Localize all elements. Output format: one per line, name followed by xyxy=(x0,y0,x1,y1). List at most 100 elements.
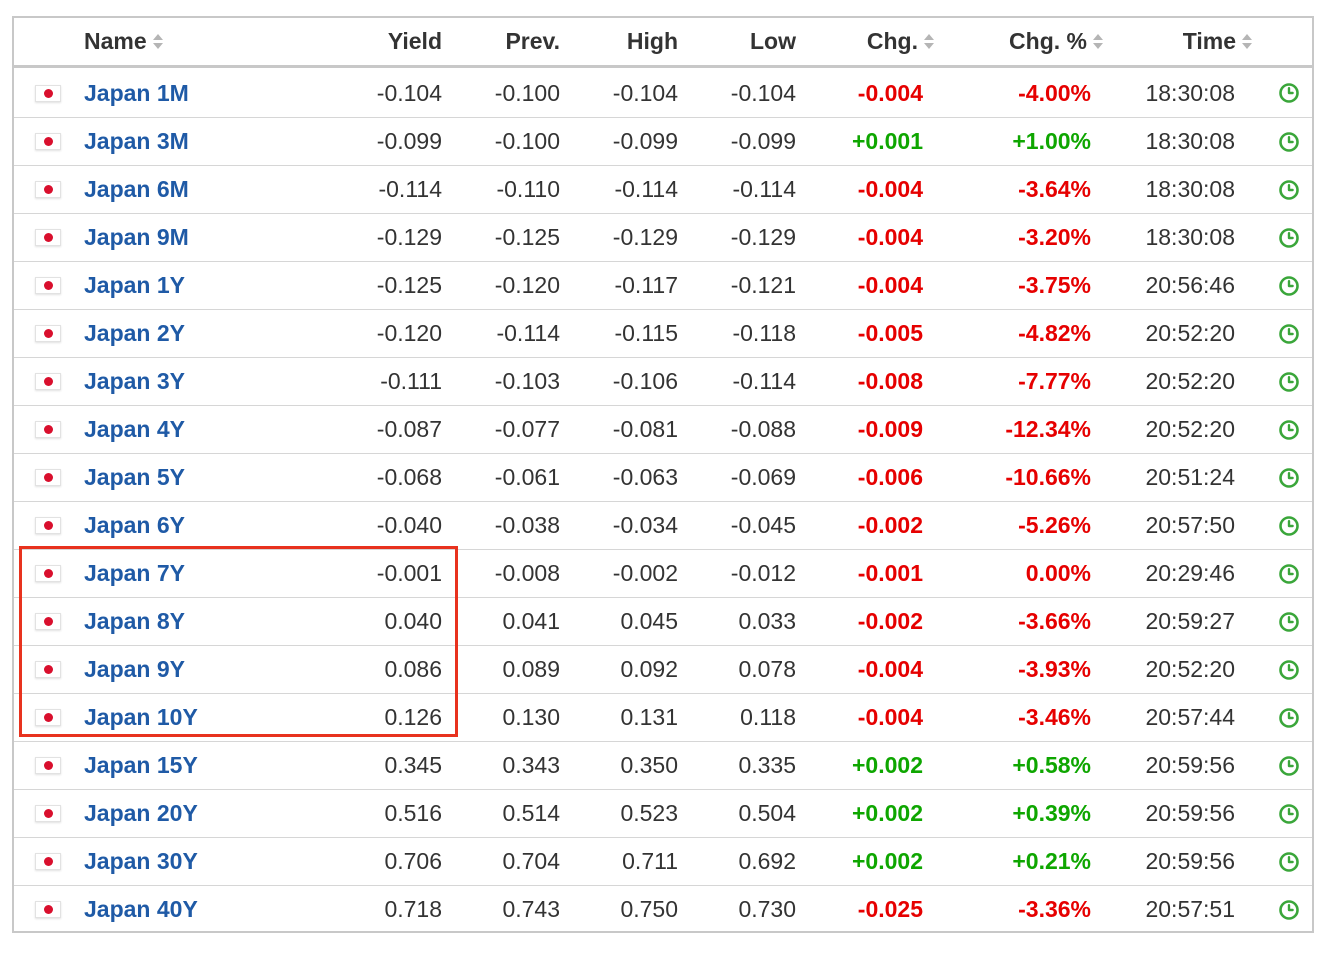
chg-value: +0.002 xyxy=(852,752,923,778)
clock-icon[interactable] xyxy=(1276,214,1302,261)
yield-value: -0.120 xyxy=(376,320,442,346)
header-high-label: High xyxy=(626,28,678,54)
clock-icon[interactable] xyxy=(1276,550,1302,597)
bond-name-link[interactable]: Japan 7Y xyxy=(84,560,185,586)
bond-name-link[interactable]: Japan 10Y xyxy=(84,704,198,730)
high-value: -0.002 xyxy=(612,560,678,586)
bond-name-link[interactable]: Japan 8Y xyxy=(84,608,185,634)
bond-name-link[interactable]: Japan 15Y xyxy=(84,752,198,778)
bond-name-link[interactable]: Japan 20Y xyxy=(84,800,198,826)
clock-icon[interactable] xyxy=(1276,502,1302,549)
header-chg[interactable]: Chg. xyxy=(867,18,934,65)
clock-icon[interactable] xyxy=(1276,694,1302,741)
flag-cell xyxy=(34,262,62,309)
time-value: 20:57:50 xyxy=(1145,512,1235,538)
yield-value: 0.086 xyxy=(384,656,442,682)
chg-pct-value: -3.46% xyxy=(1018,704,1091,730)
high-value: 0.350 xyxy=(620,752,678,778)
low-value: -0.118 xyxy=(732,320,796,346)
bond-name-link[interactable]: Japan 6Y xyxy=(84,512,185,538)
yield-value: -0.129 xyxy=(376,224,442,250)
bond-yields-table: Name Yield Prev. High Low Chg. Chg. % Ti… xyxy=(12,16,1314,933)
name-cell: Japan 1Y xyxy=(84,262,344,309)
clock-icon[interactable] xyxy=(1276,790,1302,837)
japan-flag-icon xyxy=(35,805,61,822)
yield-value: 0.040 xyxy=(384,608,442,634)
flag-cell xyxy=(34,358,62,405)
clock-icon[interactable] xyxy=(1276,838,1302,885)
bond-name-link[interactable]: Japan 3M xyxy=(84,128,189,154)
name-cell: Japan 2Y xyxy=(84,310,344,357)
low-value: -0.114 xyxy=(732,176,796,202)
low-value: 0.118 xyxy=(740,704,796,730)
bond-name-link[interactable]: Japan 9M xyxy=(84,224,189,250)
clock-icon[interactable] xyxy=(1276,886,1302,933)
clock-icon[interactable] xyxy=(1276,262,1302,309)
prev-value: -0.077 xyxy=(494,416,560,442)
japan-flag-icon xyxy=(35,757,61,774)
bond-name-link[interactable]: Japan 3Y xyxy=(84,368,185,394)
high-value: -0.115 xyxy=(614,320,678,346)
high-value: 0.131 xyxy=(620,704,678,730)
japan-flag-icon xyxy=(35,84,61,102)
bond-name-link[interactable]: Japan 5Y xyxy=(84,464,185,490)
flag-cell xyxy=(34,694,62,741)
header-yield-label: Yield xyxy=(387,28,442,54)
header-time[interactable]: Time xyxy=(1183,18,1252,65)
yield-value: 0.345 xyxy=(384,752,442,778)
chg-pct-value: -3.75% xyxy=(1018,272,1091,298)
header-time-label: Time xyxy=(1182,28,1236,54)
header-name[interactable]: Name xyxy=(84,18,163,65)
clock-icon[interactable] xyxy=(1276,598,1302,645)
header-prev: Prev. xyxy=(505,18,560,65)
flag-cell xyxy=(34,838,62,885)
clock-icon[interactable] xyxy=(1276,646,1302,693)
table-header: Name Yield Prev. High Low Chg. Chg. % Ti… xyxy=(14,18,1312,68)
header-chg-pct[interactable]: Chg. % xyxy=(1009,18,1103,65)
time-value: 18:30:08 xyxy=(1145,79,1235,106)
bond-name-link[interactable]: Japan 40Y xyxy=(84,896,198,922)
bond-name-link[interactable]: Japan 9Y xyxy=(84,656,185,682)
flag-cell xyxy=(34,214,62,261)
clock-icon[interactable] xyxy=(1276,166,1302,213)
low-value: -0.121 xyxy=(730,272,796,298)
yield-value: 0.718 xyxy=(384,896,442,922)
sort-icon[interactable] xyxy=(152,32,163,52)
yield-value: -0.099 xyxy=(376,128,442,154)
chg-value: -0.004 xyxy=(857,79,923,106)
low-value: 0.078 xyxy=(738,656,796,682)
chg-pct-value: -3.66% xyxy=(1018,608,1091,634)
clock-icon[interactable] xyxy=(1276,69,1302,117)
chg-pct-value: +1.00% xyxy=(1012,128,1091,154)
sort-icon[interactable] xyxy=(1242,32,1252,52)
time-value: 20:51:24 xyxy=(1145,464,1235,490)
chg-pct-value: +0.21% xyxy=(1012,848,1091,874)
table-row: Japan 1M -0.104 -0.100 -0.104 -0.104 -0.004 -4… xyxy=(14,69,1312,117)
clock-icon[interactable] xyxy=(1276,406,1302,453)
clock-icon[interactable] xyxy=(1276,742,1302,789)
clock-icon[interactable] xyxy=(1276,358,1302,405)
chg-pct-value: -3.64% xyxy=(1018,176,1091,202)
clock-icon[interactable] xyxy=(1276,118,1302,165)
yield-value: -0.087 xyxy=(376,416,442,442)
high-value: -0.104 xyxy=(612,79,678,106)
clock-icon[interactable] xyxy=(1276,454,1302,501)
clock-icon[interactable] xyxy=(1276,310,1302,357)
bond-name-link[interactable]: Japan 1Y xyxy=(84,272,185,298)
sort-icon[interactable] xyxy=(1093,32,1103,52)
bond-name-link[interactable]: Japan 1M xyxy=(84,79,189,106)
time-value: 20:52:20 xyxy=(1145,368,1235,394)
chg-value: -0.004 xyxy=(857,176,923,202)
name-cell: Japan 7Y xyxy=(84,550,344,597)
sort-icon[interactable] xyxy=(924,32,934,52)
bond-name-link[interactable]: Japan 4Y xyxy=(84,416,185,442)
name-cell: Japan 1M xyxy=(84,69,344,117)
bond-name-link[interactable]: Japan 6M xyxy=(84,176,189,202)
flag-cell xyxy=(34,790,62,837)
chg-value: +0.001 xyxy=(852,128,923,154)
table-row: Japan 40Y 0.718 0.743 0.750 0.730 -0.025 -3.36… xyxy=(14,885,1312,933)
bond-name-link[interactable]: Japan 2Y xyxy=(84,320,185,346)
prev-value: 0.343 xyxy=(502,752,560,778)
bond-name-link[interactable]: Japan 30Y xyxy=(84,848,198,874)
low-value: -0.045 xyxy=(730,512,796,538)
